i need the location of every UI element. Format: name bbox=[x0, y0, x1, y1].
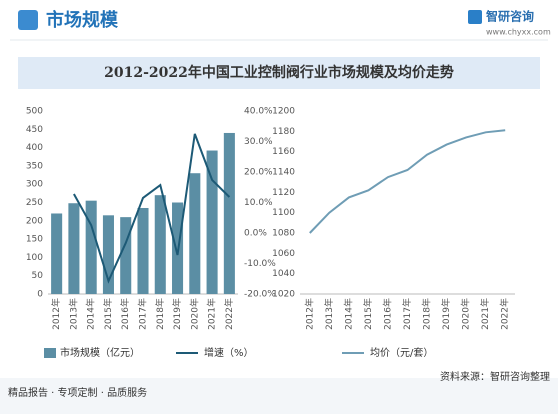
x-tick-label: 2022年 bbox=[223, 298, 235, 330]
x-tick-label: 2018年 bbox=[421, 298, 433, 330]
tick-label: 1100 bbox=[272, 208, 295, 218]
x-tick-label: 2016年 bbox=[381, 298, 393, 330]
bar bbox=[120, 217, 132, 294]
tick-label: -10.0% bbox=[244, 259, 276, 269]
brand-site: www.chyxx.com bbox=[486, 28, 551, 37]
tick-label: 1120 bbox=[272, 188, 295, 198]
x-tick-label: 2012年 bbox=[303, 298, 315, 330]
tick-label: 200 bbox=[26, 216, 43, 226]
x-tick-label: 2017年 bbox=[137, 298, 149, 330]
tick-label: 350 bbox=[26, 161, 43, 171]
tick-label: 1180 bbox=[272, 127, 295, 137]
bar bbox=[189, 173, 201, 294]
tick-label: 1200 bbox=[272, 107, 295, 117]
x-tick-label: 2015年 bbox=[362, 298, 374, 330]
legend-swatch bbox=[44, 348, 56, 358]
tick-label: 50 bbox=[32, 271, 44, 281]
tick-label: 500 bbox=[26, 107, 43, 117]
x-tick-label: 2014年 bbox=[85, 298, 97, 330]
footer-source: 资料来源：智研咨询整理 bbox=[440, 370, 550, 383]
x-tick-label: 2012年 bbox=[50, 298, 62, 330]
x-tick-label: 2019年 bbox=[440, 298, 452, 330]
tick-label: 0 bbox=[37, 290, 43, 300]
plots: 0 50 100 150 200 250 300 350 400 450 500 -20.0% -10.… bbox=[26, 107, 515, 359]
line bbox=[309, 129, 506, 234]
x-tick-label: 2013年 bbox=[67, 298, 79, 330]
tick-label: 0.0% bbox=[244, 229, 267, 239]
title-band bbox=[18, 57, 540, 89]
bar bbox=[154, 195, 166, 294]
bar bbox=[137, 207, 149, 294]
chart-title: 2012-2022年中国工业控制阀行业市场规模及均价走势 bbox=[104, 64, 454, 81]
tick-label: 300 bbox=[26, 180, 43, 190]
legend-label: 均价（元/套） bbox=[370, 346, 433, 359]
header-title: 市场规模 bbox=[46, 9, 119, 31]
x-tick-label: 2019年 bbox=[171, 298, 183, 330]
tick-label: 10.0% bbox=[244, 198, 273, 208]
tick-label: 1160 bbox=[272, 147, 295, 157]
tick-label: 20.0% bbox=[244, 168, 273, 178]
line bbox=[73, 133, 231, 284]
x-tick-label: 2013年 bbox=[323, 298, 335, 330]
tick-label: 30.0% bbox=[244, 137, 273, 147]
bar bbox=[102, 215, 114, 294]
x-tick-label: 2020年 bbox=[460, 298, 472, 330]
bar bbox=[223, 132, 235, 294]
footer-left: 精品报告 · 专项定制 · 品质服务 bbox=[8, 386, 147, 399]
tick-label: -20.0% bbox=[244, 290, 276, 300]
bar bbox=[85, 200, 97, 294]
x-tick-label: 2015年 bbox=[102, 298, 114, 330]
x-tick-label: 2021年 bbox=[479, 298, 491, 330]
legend-label: 市场规模（亿元） bbox=[60, 346, 140, 359]
brand-name: 智研咨询 bbox=[485, 9, 534, 24]
header-icon bbox=[18, 10, 38, 30]
bar bbox=[68, 203, 80, 294]
tick-label: 450 bbox=[26, 125, 43, 135]
tick-label: 150 bbox=[26, 235, 43, 245]
x-tick-label: 2021年 bbox=[206, 298, 218, 330]
x-tick-label: 2014年 bbox=[342, 298, 354, 330]
x-tick-label: 2016年 bbox=[119, 298, 131, 330]
brand-logo bbox=[468, 10, 482, 24]
x-tick-label: 2017年 bbox=[401, 298, 413, 330]
bar bbox=[51, 213, 63, 294]
tick-label: 1140 bbox=[272, 168, 295, 178]
x-tick-label: 2018年 bbox=[154, 298, 166, 330]
tick-label: 400 bbox=[26, 143, 43, 153]
legend-label: 增速（%） bbox=[204, 346, 254, 359]
tick-label: 250 bbox=[26, 198, 43, 208]
tick-label: 100 bbox=[26, 253, 43, 263]
tick-label: 1060 bbox=[272, 249, 295, 259]
tick-label: 1080 bbox=[272, 229, 295, 239]
bar bbox=[206, 150, 218, 294]
tick-label: 1040 bbox=[272, 269, 295, 279]
tick-label: 1020 bbox=[272, 290, 295, 300]
x-tick-label: 2022年 bbox=[499, 298, 511, 330]
footer-band bbox=[0, 378, 558, 414]
x-tick-label: 2020年 bbox=[188, 298, 200, 330]
tick-label: 40.0% bbox=[244, 107, 273, 117]
